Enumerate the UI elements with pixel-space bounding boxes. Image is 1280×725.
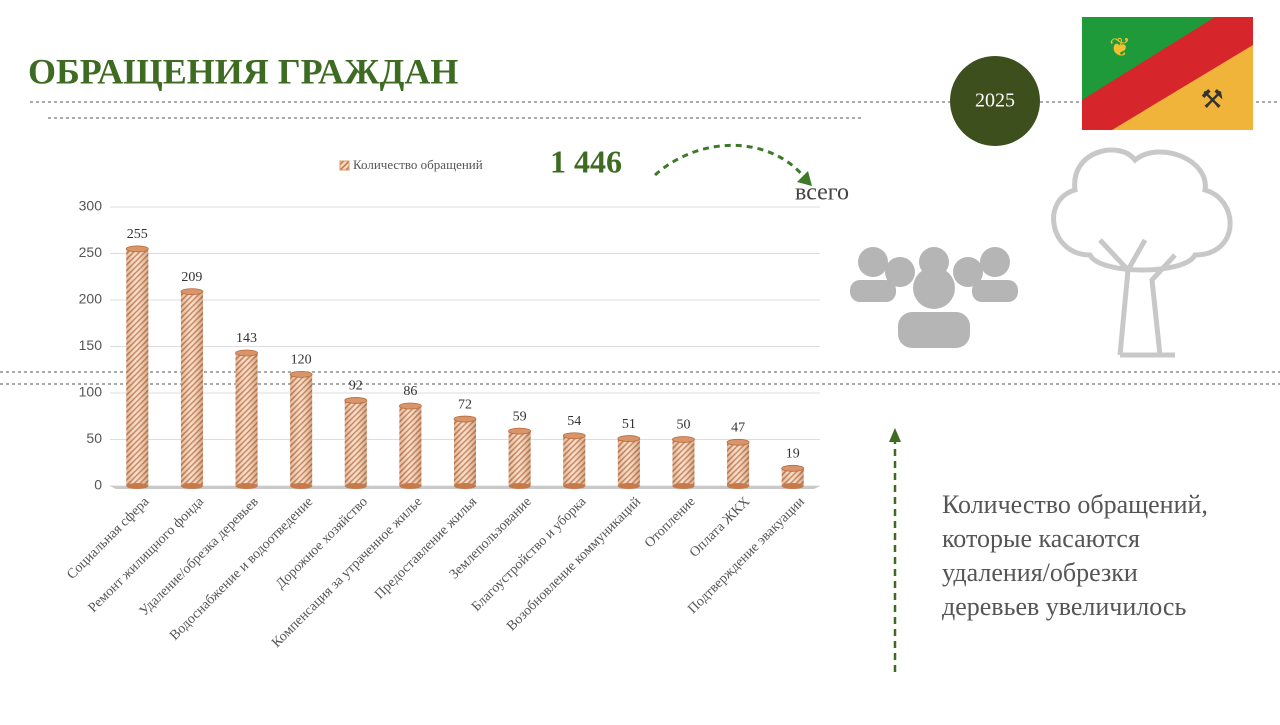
bar-base	[454, 483, 476, 489]
y-tick-label: 150	[79, 337, 103, 353]
bar-top	[125, 245, 149, 253]
bar-top	[453, 415, 477, 423]
bar	[398, 402, 422, 489]
data-label: 54	[567, 414, 581, 429]
bar-shade	[508, 431, 531, 486]
y-tick-label: 200	[79, 291, 103, 307]
data-label: 255	[127, 227, 148, 242]
bar-shade	[454, 419, 476, 486]
total-caption: всего	[795, 180, 849, 206]
data-label: 143	[236, 331, 257, 346]
svg-text:⚒: ⚒	[1200, 85, 1223, 114]
y-tick-label: 100	[79, 384, 103, 400]
data-label: 120	[291, 353, 312, 368]
bar	[235, 349, 258, 489]
bar	[344, 397, 368, 489]
legend-label: Количество обращений	[353, 157, 483, 172]
arrow-head	[889, 428, 901, 442]
bar-shade	[399, 406, 422, 486]
bar-top	[289, 370, 313, 378]
bar-top	[781, 464, 805, 472]
people-icon	[850, 247, 1018, 348]
data-label: 47	[731, 421, 745, 436]
bar-base	[727, 483, 750, 489]
bar-shade	[563, 435, 586, 486]
bar-top	[508, 427, 532, 435]
x-tick-label: Благоустройство и уборка	[469, 494, 590, 615]
bar-base	[235, 483, 258, 489]
bar	[617, 435, 641, 489]
data-label: 86	[403, 384, 417, 399]
bar	[508, 427, 532, 489]
bar-top	[180, 288, 204, 296]
bar-shade	[672, 439, 695, 486]
data-label: 19	[786, 447, 800, 462]
bar-base	[781, 483, 804, 489]
bar	[672, 436, 695, 489]
bar	[726, 438, 750, 489]
slide-title: ОБРАЩЕНИЯ ГРАЖДАН	[28, 51, 458, 91]
bar-shade	[235, 353, 258, 486]
arrow-head	[797, 171, 812, 186]
bar-top	[344, 397, 368, 404]
y-tick-label: 50	[86, 430, 102, 446]
x-tick-label: Отопление	[642, 494, 699, 551]
data-label: 59	[513, 409, 527, 424]
bar	[180, 288, 204, 489]
data-label: 51	[622, 417, 636, 432]
bar-shade	[344, 400, 367, 486]
bar-base	[290, 483, 313, 489]
bar-shade	[727, 442, 750, 486]
bar-base	[344, 483, 367, 489]
bar	[125, 245, 149, 489]
bar-shade	[290, 374, 313, 486]
bar	[289, 370, 313, 489]
svg-text:❦: ❦	[1109, 33, 1131, 62]
y-tick-label: 300	[79, 198, 103, 214]
bar-top	[672, 436, 695, 443]
flag: ❦ ⚒	[1082, 17, 1253, 130]
bar-top	[562, 432, 586, 440]
bar-top	[726, 438, 750, 446]
note-line: удаления/обрезки	[942, 558, 1138, 587]
bar	[562, 432, 586, 489]
bar-top	[617, 435, 641, 442]
bar-base	[672, 483, 695, 489]
bar-shade	[180, 291, 203, 486]
bar-base	[180, 483, 203, 489]
total: 1 446	[550, 143, 622, 179]
x-tick-label: Подтверждение эвакуации	[685, 494, 808, 617]
y-tick-label: 250	[79, 244, 103, 260]
data-label: 72	[458, 397, 472, 412]
bar-base	[563, 483, 586, 489]
total-arrow	[654, 143, 807, 179]
bar-shade	[781, 468, 804, 486]
data-label: 209	[181, 270, 202, 285]
data-label: 92	[349, 379, 363, 394]
bar-base	[508, 483, 531, 489]
bar-base	[399, 483, 422, 489]
tree-icon	[1051, 147, 1233, 358]
y-tick-label: 0	[94, 477, 102, 493]
bar-shade	[126, 248, 149, 486]
note-line: Количество обращений,	[942, 490, 1208, 519]
bar	[453, 415, 477, 489]
year-text: 2025	[975, 90, 1015, 112]
note-line: которые касаются	[942, 524, 1140, 553]
data-label: 50	[676, 418, 690, 433]
legend-swatch	[339, 160, 350, 171]
bar	[781, 464, 805, 489]
bar-top	[235, 349, 258, 357]
x-tick-label: Дорожное хозяйство	[273, 494, 371, 592]
x-tick-label: Предоставление жилья	[372, 494, 480, 602]
bar-top	[398, 402, 422, 410]
bar-base	[617, 483, 640, 489]
year-badge	[950, 56, 1040, 146]
note-line: деревьев увеличилось	[942, 592, 1186, 621]
bar-base	[126, 483, 149, 489]
bar-shade	[617, 438, 640, 486]
